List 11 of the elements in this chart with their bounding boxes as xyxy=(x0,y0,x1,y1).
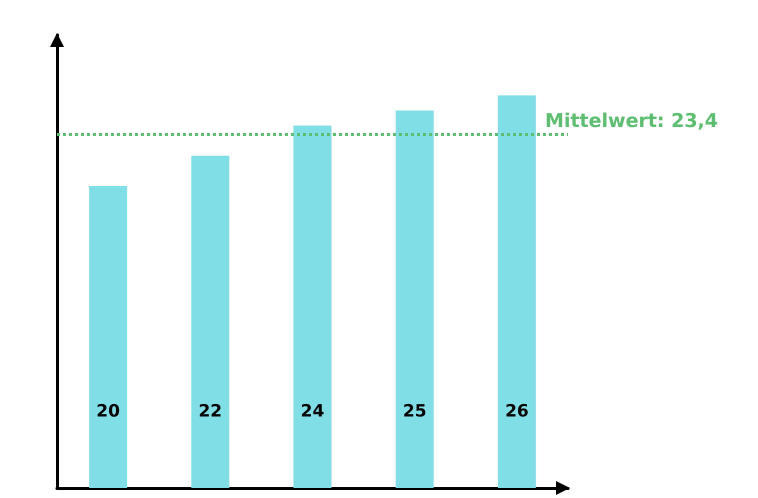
ref-line-label: Mittelwert: 23,4 xyxy=(545,110,718,132)
bar xyxy=(396,110,434,488)
data-label: 26 xyxy=(505,402,529,422)
bar xyxy=(191,156,230,488)
data-label: 20 xyxy=(96,402,120,422)
data-label: 25 xyxy=(402,402,427,422)
data-label: 22 xyxy=(198,402,222,422)
data-label: 24 xyxy=(300,402,324,422)
bar xyxy=(89,186,128,488)
bar xyxy=(294,126,332,488)
bar xyxy=(498,95,536,488)
